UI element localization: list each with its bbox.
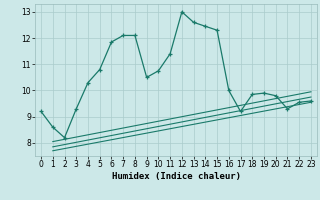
X-axis label: Humidex (Indice chaleur): Humidex (Indice chaleur) xyxy=(111,172,241,181)
